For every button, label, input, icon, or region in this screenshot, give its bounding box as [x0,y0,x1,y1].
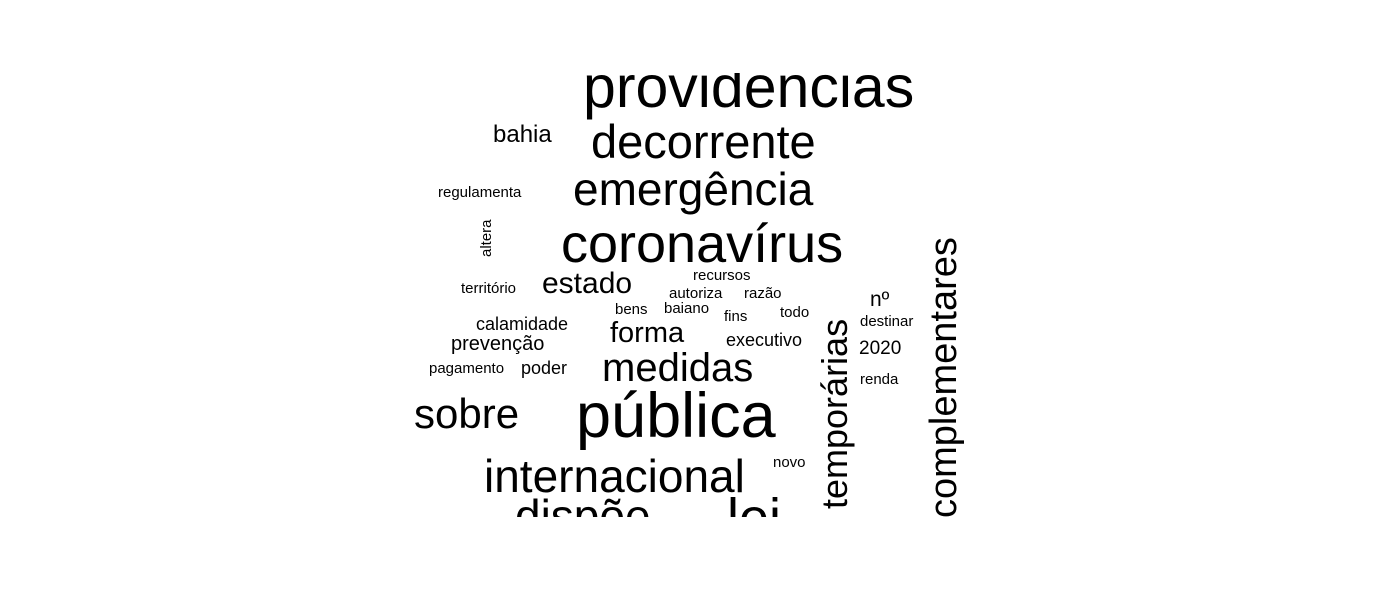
word-medidas: medidas [602,346,754,390]
word-bahia: bahia [493,121,552,148]
word-recursos: recursos [693,267,751,284]
word-poder: poder [521,358,568,378]
word-calamidade: calamidade [476,314,569,334]
word-fins: fins [724,308,748,325]
word-providencias: providências [583,73,915,120]
word-bens: bens [615,301,648,318]
word-razao: razão [744,285,782,302]
word-novo: novo [773,454,806,471]
word-forma: forma [610,317,685,349]
word-renda: renda [860,371,899,388]
word-sobre: sobre [414,390,520,437]
word-territorio: território [461,280,517,297]
word-complementares: complementares [923,237,965,517]
word-coronavirus: coronavírus [561,214,844,274]
word-regulamenta: regulamenta [438,184,522,201]
word-estado: estado [542,267,633,300]
word-temporarias: temporárias [814,318,855,509]
word-2020: 2020 [859,338,902,359]
word-decorrente: decorrente [591,115,816,168]
word-internacional: internacional [484,450,745,502]
word-lei: lei [727,491,781,517]
word-publica: pública [576,381,776,451]
word-numero: nº [870,288,890,311]
word-baiano: baiano [664,300,710,317]
word-emergencia: emergência [573,163,814,215]
word-autoriza: autoriza [669,285,723,302]
word-prevencao: prevenção [451,333,545,355]
word-cloud-area: providências decorrente emergência coron… [400,73,980,517]
word-executivo: executivo [726,330,803,350]
word-dispoe: dispõe [515,490,651,517]
word-pagamento: pagamento [429,360,505,377]
word-todo: todo [780,304,810,321]
word-destinar: destinar [860,313,914,330]
word-altera: altera [478,219,495,257]
